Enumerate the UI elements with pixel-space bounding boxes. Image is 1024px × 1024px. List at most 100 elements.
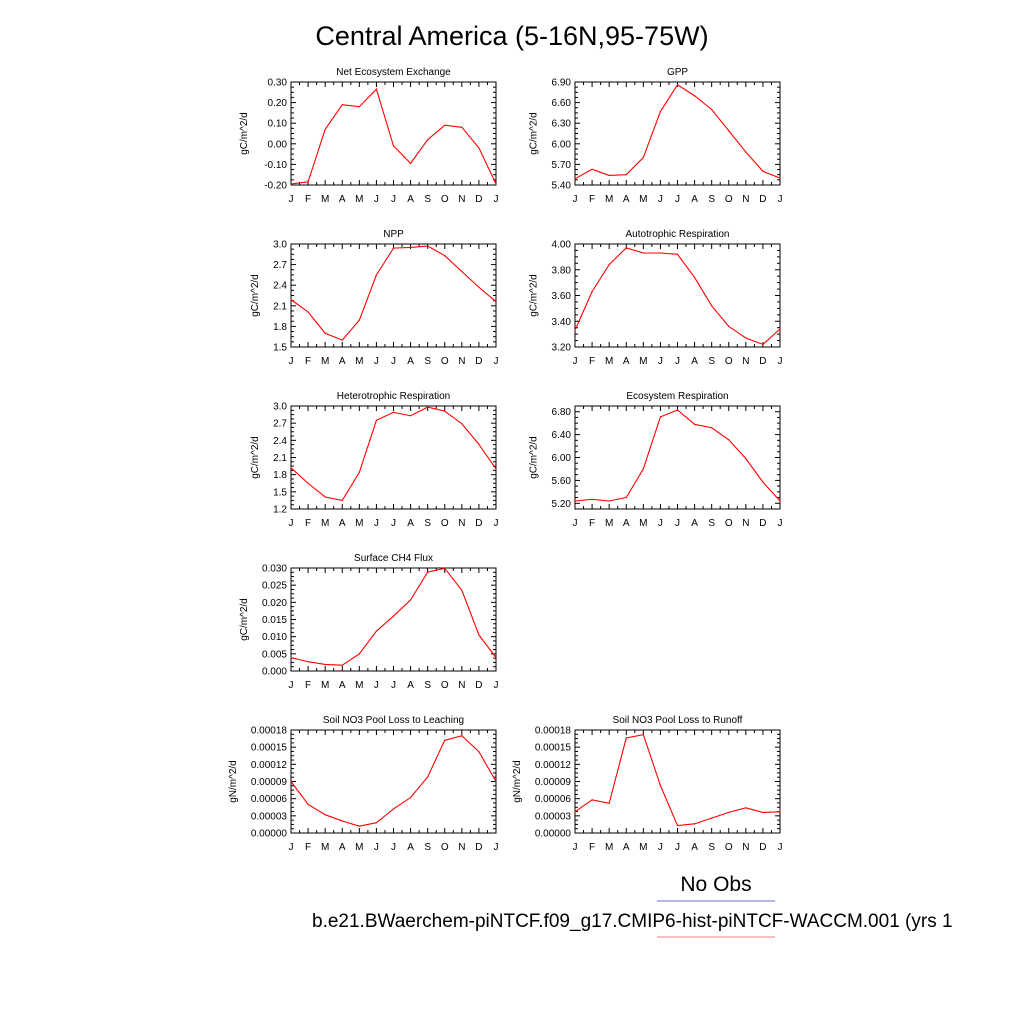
x-tick-label: O [725,194,733,205]
x-tick-label: N [458,518,465,529]
x-tick-label: M [639,356,647,367]
data-point [762,343,764,346]
x-tick-label: M [321,356,329,367]
data-point [711,108,713,111]
y-tick-label: 6.60 [552,98,572,109]
plot-frame [290,567,497,672]
data-point [409,415,412,417]
x-tick-label: D [475,356,482,367]
data-point [574,500,576,502]
x-tick-label: A [691,842,698,853]
data-point [745,807,747,809]
x-tick-label: J [494,356,499,367]
data-point [676,84,679,86]
x-tick-label: A [407,518,414,529]
x-tick-label: J [374,680,379,691]
x-tick-label: N [458,680,465,691]
data-point [728,439,730,441]
x-tick-label: J [573,356,578,367]
x-tick-label: A [691,194,698,205]
x-tick-label: F [305,680,311,691]
x-tick-label: N [458,356,465,367]
data-point [693,423,696,425]
y-tick-label: 6.80 [552,407,572,418]
x-tick-label: S [708,518,715,529]
data-point [659,252,662,254]
x-tick-label: M [605,518,613,529]
data-point [307,482,309,484]
x-tick-label: F [305,194,311,205]
y-tick-label: 1.8 [273,470,287,481]
x-tick-label: F [589,356,595,367]
data-point [461,589,463,591]
panel-title: GPP [667,67,688,78]
x-tick-label: N [742,194,749,205]
x-tick-label: S [708,194,715,205]
x-tick-label: J [778,356,783,367]
x-tick-label: J [391,194,396,205]
y-tick-label: 0.020 [262,598,287,609]
y-tick-label: 0.30 [268,78,288,89]
x-tick-label: D [759,842,766,853]
y-axis-label: gC/m^2/d [529,112,540,155]
y-tick-label: 0.00000 [535,829,572,840]
data-point [324,663,326,666]
y-tick-label: 0.015 [262,615,287,626]
x-tick-label: J [391,518,396,529]
data-point [693,276,696,279]
y-tick-label: 0.00012 [535,760,572,771]
data-point [392,145,395,147]
x-tick-label: J [658,842,663,853]
y-tick-label: 0.010 [262,632,287,643]
data-point [693,823,696,825]
data-point [444,567,446,569]
series-line [290,735,497,827]
x-tick-label: M [321,842,329,853]
data-point [642,156,644,159]
y-tick-label: 3.60 [552,291,572,302]
data-point [591,168,593,170]
x-tick-label: A [623,194,630,205]
y-tick-label: 1.2 [273,505,287,516]
data-point [642,468,644,470]
x-tick-label: O [725,842,733,853]
y-tick-label: 0.00 [268,139,288,150]
x-tick-label: D [475,842,482,853]
x-tick-label: J [675,194,680,205]
data-point [358,319,360,321]
data-point [745,458,747,460]
data-point [762,811,764,814]
data-point [461,270,463,273]
x-tick-label: J [374,842,379,853]
data-point [409,599,412,601]
y-tick-label: 0.000 [262,667,287,678]
x-tick-label: J [573,194,578,205]
x-tick-label: N [458,194,465,205]
x-tick-label: N [742,518,749,529]
x-tick-label: S [424,356,431,367]
x-tick-label: J [494,680,499,691]
y-tick-label: 0.00018 [535,726,572,737]
series-line [574,247,781,346]
x-tick-label: A [339,680,346,691]
x-tick-label: A [339,842,346,853]
data-point [659,110,662,113]
y-tick-label: -0.10 [264,160,287,171]
x-tick-label: M [321,518,329,529]
x-tick-label: M [321,194,329,205]
data-point [461,423,463,425]
y-tick-label: 0.00015 [251,743,288,754]
data-point [409,162,412,164]
data-point [779,811,781,813]
y-axis-label: gC/m^2/d [239,112,250,155]
x-tick-label: J [658,194,663,205]
series-line [574,83,781,180]
data-point [608,802,610,804]
data-point [608,264,610,266]
x-tick-label: J [374,518,379,529]
data-point [495,780,497,783]
data-point [728,811,730,814]
plot-frame [290,81,497,186]
y-tick-label: 5.20 [552,499,572,510]
